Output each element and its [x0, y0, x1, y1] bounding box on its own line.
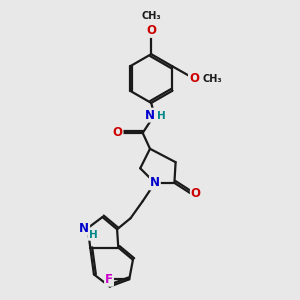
Text: CH₃: CH₃	[141, 11, 161, 21]
Text: H: H	[157, 111, 166, 121]
Text: N: N	[150, 176, 160, 189]
Text: O: O	[112, 126, 123, 140]
Text: O: O	[191, 188, 201, 200]
Text: O: O	[146, 24, 156, 37]
Text: CH₃: CH₃	[202, 74, 222, 83]
Text: O: O	[189, 72, 199, 85]
Text: H: H	[89, 230, 98, 240]
Text: F: F	[105, 273, 113, 286]
Text: N: N	[145, 109, 155, 122]
Text: N: N	[79, 221, 89, 235]
